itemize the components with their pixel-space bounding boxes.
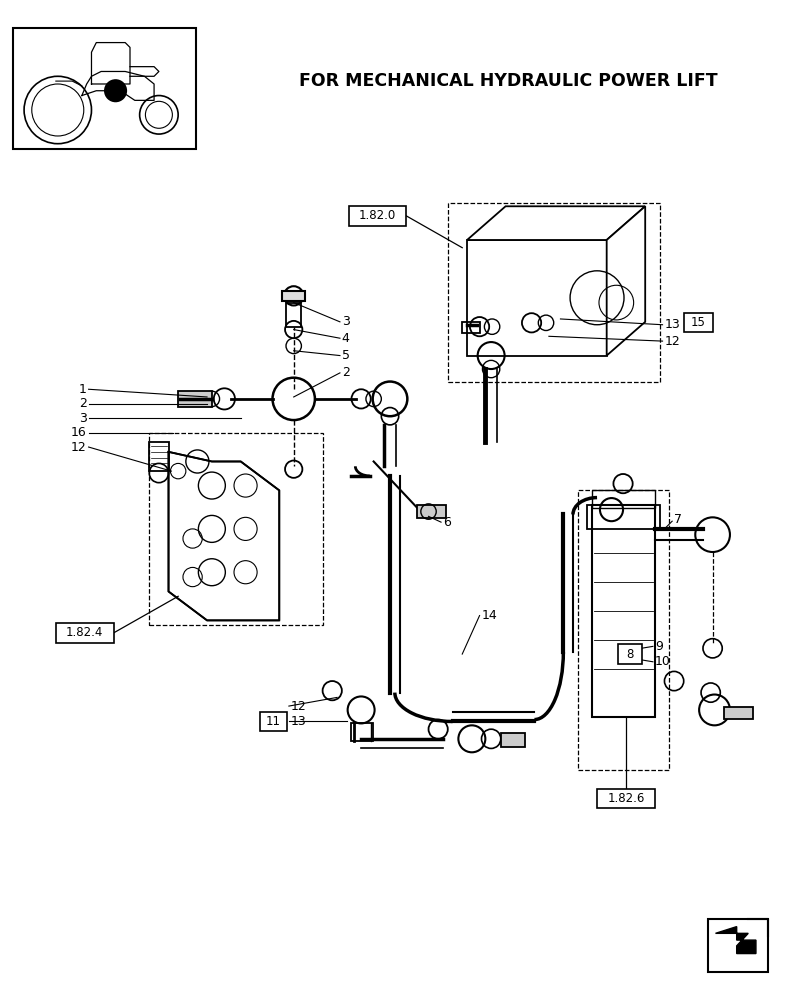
Text: 5: 5: [341, 349, 350, 362]
Bar: [149, 433, 322, 625]
Bar: [14, 28, 196, 149]
Text: 13: 13: [663, 318, 680, 331]
Text: 16: 16: [71, 426, 87, 439]
Text: 4: 4: [341, 332, 350, 345]
Text: 1.82.6: 1.82.6: [607, 792, 644, 805]
Bar: [351, 723, 372, 741]
Bar: [683, 313, 712, 332]
Polygon shape: [466, 206, 645, 240]
Text: 14: 14: [481, 609, 496, 622]
Bar: [466, 240, 606, 356]
Bar: [281, 291, 305, 301]
Bar: [417, 505, 445, 518]
Text: 1: 1: [79, 383, 87, 396]
Bar: [447, 203, 659, 382]
Bar: [591, 505, 654, 717]
Bar: [348, 206, 406, 226]
Bar: [596, 789, 654, 808]
Text: 8: 8: [626, 648, 633, 661]
Polygon shape: [169, 452, 279, 620]
Text: 12: 12: [290, 700, 307, 713]
Text: 1.82.4: 1.82.4: [66, 626, 103, 639]
Text: 15: 15: [690, 316, 705, 329]
Bar: [723, 707, 752, 719]
Bar: [577, 490, 668, 770]
Bar: [591, 490, 654, 508]
Bar: [178, 391, 212, 407]
Bar: [56, 623, 114, 643]
Circle shape: [104, 79, 127, 102]
Text: 13: 13: [290, 715, 307, 728]
Bar: [500, 733, 524, 747]
Bar: [707, 919, 766, 972]
Bar: [461, 322, 479, 333]
Text: 2: 2: [341, 366, 350, 379]
Polygon shape: [714, 927, 755, 954]
Text: 11: 11: [266, 715, 281, 728]
Bar: [617, 644, 642, 664]
Polygon shape: [606, 206, 645, 356]
Text: 12: 12: [663, 335, 680, 348]
Bar: [285, 303, 301, 327]
Bar: [149, 442, 169, 471]
Bar: [260, 712, 286, 731]
Text: 3: 3: [341, 315, 350, 328]
Text: 1.82.0: 1.82.0: [358, 209, 396, 222]
Text: 3: 3: [79, 412, 87, 425]
Text: 7: 7: [673, 513, 681, 526]
Text: 12: 12: [71, 441, 87, 454]
Text: 6: 6: [443, 516, 450, 529]
Text: 10: 10: [654, 655, 670, 668]
Text: 2: 2: [79, 397, 87, 410]
Bar: [586, 505, 659, 529]
Text: FOR MECHANICAL HYDRAULIC POWER LIFT: FOR MECHANICAL HYDRAULIC POWER LIFT: [298, 72, 716, 90]
Text: 9: 9: [654, 640, 662, 653]
